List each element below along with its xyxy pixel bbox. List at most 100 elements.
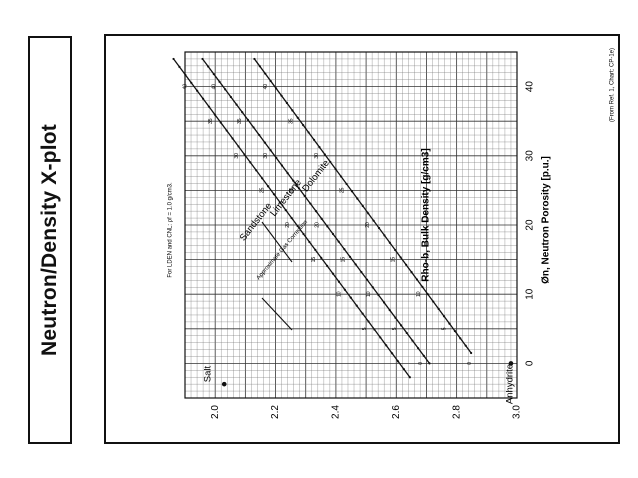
series-marker xyxy=(365,278,369,281)
series-marker xyxy=(402,368,406,371)
series-marker xyxy=(261,177,264,180)
series-marker xyxy=(172,57,175,61)
series-name: Dolomite xyxy=(300,158,332,194)
series-marker xyxy=(320,217,323,220)
x-tick-label: 20 xyxy=(525,219,536,231)
series-marker xyxy=(201,97,205,100)
series-marker xyxy=(272,193,276,196)
series-marker xyxy=(258,133,261,137)
series-marker xyxy=(383,234,386,237)
series-marker xyxy=(329,160,332,163)
series-marker xyxy=(391,352,394,355)
y-tick-label: 2.0 xyxy=(210,405,221,419)
series-marker xyxy=(405,331,408,335)
plot-border xyxy=(184,51,518,399)
series-marker xyxy=(388,241,391,244)
series-marker xyxy=(394,248,397,252)
series-marker xyxy=(399,256,402,259)
series-marker xyxy=(252,126,255,129)
porosity-label: 30 xyxy=(263,153,269,159)
series-marker xyxy=(326,264,329,267)
porosity-label: 15 xyxy=(340,257,346,263)
series-marker xyxy=(400,324,403,327)
series-marker xyxy=(388,309,391,312)
series-marker xyxy=(243,153,246,156)
series-marker xyxy=(291,109,294,112)
porosity-label: 20 xyxy=(315,222,321,228)
porosity-label: 25 xyxy=(289,187,295,193)
porosity-label: 40 xyxy=(263,84,269,90)
series-marker xyxy=(225,129,228,132)
series-marker xyxy=(343,288,346,291)
y-axis-label: Rho-b, Bulk Density [g/cm3] xyxy=(421,148,432,281)
series-marker xyxy=(405,263,408,266)
series-marker xyxy=(249,161,252,164)
gas-arrow xyxy=(261,297,293,331)
series-marker xyxy=(421,285,424,288)
porosity-label: 5 xyxy=(362,327,368,330)
series-marker xyxy=(255,169,258,172)
porosity-label: 20 xyxy=(365,222,371,228)
series-marker xyxy=(361,204,364,208)
series-marker xyxy=(219,121,222,124)
series-marker xyxy=(196,89,199,92)
series-marker xyxy=(312,138,316,141)
series-marker xyxy=(207,105,211,108)
series-marker xyxy=(292,179,295,182)
series-marker xyxy=(350,190,354,193)
x-tick-label: 30 xyxy=(525,150,536,162)
series-marker xyxy=(263,141,267,144)
series-marker xyxy=(422,354,425,357)
series-marker xyxy=(428,362,431,365)
series-marker xyxy=(285,101,289,105)
series-marker xyxy=(459,337,462,340)
series-marker xyxy=(337,240,340,243)
series-marker xyxy=(246,118,249,121)
porosity-label: 10 xyxy=(337,291,343,297)
series-marker xyxy=(371,286,374,289)
series-marker xyxy=(296,224,299,228)
series-marker xyxy=(314,248,317,252)
series-marker xyxy=(453,329,456,333)
salt-label: Salt xyxy=(203,365,214,382)
series-marker xyxy=(360,270,363,274)
chart-frame xyxy=(104,34,620,444)
series-marker xyxy=(307,131,310,134)
series-marker xyxy=(231,137,234,140)
series-marker xyxy=(417,347,420,350)
series-marker xyxy=(382,301,386,304)
series-marker xyxy=(297,187,301,190)
series-marker xyxy=(253,57,256,61)
series-marker xyxy=(224,88,227,91)
gas-arrow xyxy=(261,221,293,263)
series-marker xyxy=(394,316,397,319)
series-marker xyxy=(235,103,238,106)
series-marker xyxy=(269,149,272,152)
series-marker xyxy=(464,344,467,347)
series-marker xyxy=(190,81,193,84)
series-marker xyxy=(470,351,473,355)
series-marker xyxy=(309,202,312,205)
series-marker xyxy=(229,95,232,99)
porosity-label: 40 xyxy=(211,84,217,90)
series-marker xyxy=(303,194,306,198)
series-marker xyxy=(290,216,293,220)
series-marker xyxy=(318,146,321,149)
series-marker xyxy=(331,232,335,236)
special-point xyxy=(221,381,227,387)
page-title-box xyxy=(28,36,72,444)
series-marker xyxy=(377,293,380,296)
series-marker xyxy=(343,248,346,251)
porosity-label: 10 xyxy=(366,291,372,297)
porosity-label: 35 xyxy=(237,118,243,124)
series-marker xyxy=(286,172,289,175)
series-marker xyxy=(348,255,352,258)
series-marker xyxy=(323,153,326,156)
chart-note: For LDEN and CNL: ρf = 1.0 g/cm3. xyxy=(168,182,174,278)
porosity-label: 0 xyxy=(418,362,424,365)
series-marker xyxy=(337,280,341,283)
y-tick-label: 2.4 xyxy=(331,405,342,419)
series-marker xyxy=(331,272,335,275)
porosity-label: 25 xyxy=(259,187,265,193)
